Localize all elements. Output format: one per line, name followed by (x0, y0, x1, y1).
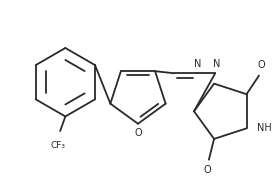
Text: NH: NH (257, 123, 272, 133)
Text: O: O (203, 165, 211, 175)
Text: CF₃: CF₃ (51, 141, 66, 150)
Text: O: O (257, 60, 265, 70)
Text: O: O (134, 128, 142, 138)
Text: N: N (212, 59, 220, 69)
Text: N: N (194, 59, 201, 69)
